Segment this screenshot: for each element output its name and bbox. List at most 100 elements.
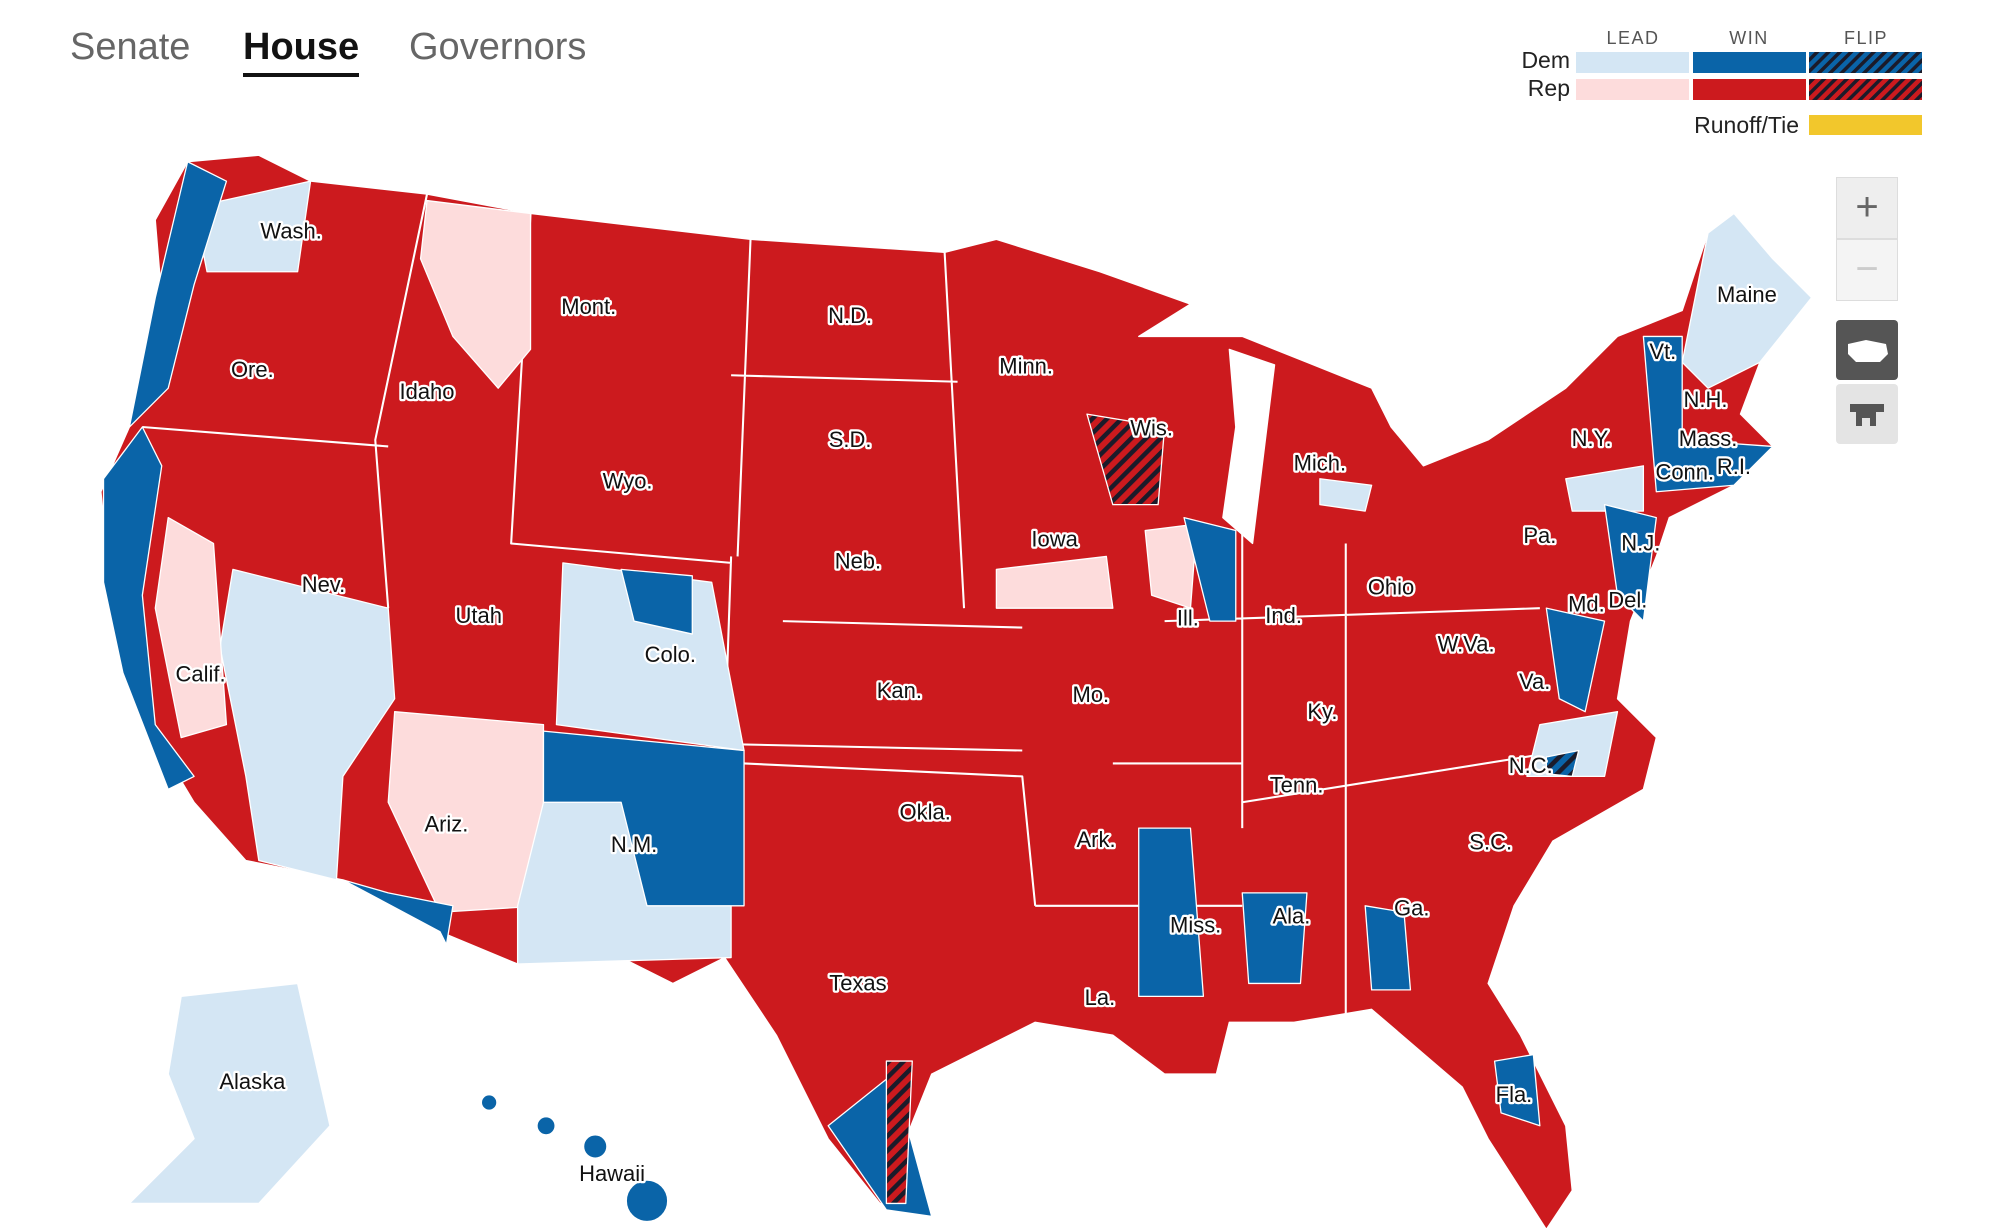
state-label: Iowa [1031,527,1078,552]
state-label: Maine [1717,282,1777,307]
state-label: Utah [456,603,502,628]
state-label: S.C. [1469,830,1512,855]
us-map-view[interactable] [1836,320,1898,380]
zoom-in[interactable]: + [1836,177,1898,239]
region [387,711,545,913]
state-label: Minn. [999,353,1053,378]
legend-col: FLIP [1844,28,1888,48]
state-label: Alaska [219,1069,286,1094]
state-label: Md. [1568,591,1605,616]
region [342,879,454,946]
state-label: Colo. [645,642,696,667]
legend-swatch [1576,79,1689,100]
legend-col: LEAD [1606,28,1659,48]
state-label: Mich. [1294,450,1347,475]
tab-house[interactable]: House [243,26,360,77]
state-label: Mass. [1679,426,1738,451]
region [419,199,532,389]
region [1545,607,1606,713]
state-label: Ore. [231,357,274,382]
state-label: Texas [829,971,886,996]
state-label: Nev. [302,572,346,597]
state-label: Conn. [1655,459,1714,484]
region [1086,413,1166,506]
state-label: Ark. [1076,827,1115,852]
state-label: Hawaii [579,1161,645,1186]
legend-swatch [1809,79,1922,100]
state-label: Del. [1608,588,1647,613]
icon-shape [1850,404,1884,426]
legend-runoff: Runoff/Tie [1694,112,1799,138]
region [128,982,331,1205]
region [100,154,1813,1229]
region [625,1179,669,1223]
legend-swatch [1576,52,1689,73]
state-label: N.D. [828,303,872,328]
state-label: Ala. [1272,903,1310,928]
state-label: Mo. [1073,682,1110,707]
state-label: Ariz. [424,811,468,836]
state-label: R.I. [1717,454,1751,479]
tab-senate[interactable]: Senate [70,26,191,68]
state-label: Ky. [1307,699,1337,724]
legend-swatch [1693,52,1806,73]
region [193,180,312,273]
region [1319,478,1373,512]
legend-col: WIN [1729,28,1769,48]
legend-row: Rep [1528,75,1570,101]
state-label: Ohio [1368,575,1414,600]
state-label: Calif. [176,661,226,686]
legend-row: Dem [1521,47,1570,73]
region [1241,892,1308,985]
cartogram-view[interactable] [1836,384,1898,444]
state-label: Wis. [1130,415,1173,440]
legend-swatch [1809,52,1922,73]
region [995,555,1114,609]
region [154,516,228,739]
state-label: Idaho [400,379,455,404]
region [885,1060,913,1205]
lake [1222,348,1276,545]
state-label: N.H. [1683,387,1727,412]
region [1493,1053,1541,1127]
region [827,1073,933,1218]
state-label: Pa. [1523,523,1556,548]
state-label: Kan. [877,678,922,703]
region [1144,523,1198,609]
region [555,562,745,752]
region [582,1134,608,1159]
region [1138,827,1205,998]
legend-swatch [1809,115,1922,135]
region [516,801,732,965]
state-label: Ind. [1265,603,1302,628]
region [1183,516,1237,622]
region [219,568,396,881]
region [1603,504,1657,622]
state-label: W.Va. [1438,632,1495,657]
zoom-out[interactable]: − [1836,239,1898,301]
state-label: Tenn. [1270,773,1324,798]
state-label: Neb. [835,549,881,574]
state-label: Fla. [1496,1082,1533,1107]
legend: LEAD WIN FLIP Dem Rep Runoff/Tie [1521,28,1922,138]
legend-boxes [1576,52,1922,135]
region [542,730,745,907]
state-label: Vt. [1649,339,1676,364]
state-label: Va. [1519,669,1550,694]
state-label: Wyo. [603,468,653,493]
region [1565,465,1645,512]
region [480,1094,498,1111]
state-label: Wash. [260,219,322,244]
region [620,568,693,635]
state-label: Okla. [900,800,951,825]
region [536,1116,556,1136]
region [102,426,195,790]
state-label: N.Y. [1572,426,1612,451]
tab-governors[interactable]: Governors [409,26,587,68]
legend-swatch [1693,79,1806,100]
region [1545,749,1580,778]
region [1526,711,1619,778]
region [128,161,228,428]
